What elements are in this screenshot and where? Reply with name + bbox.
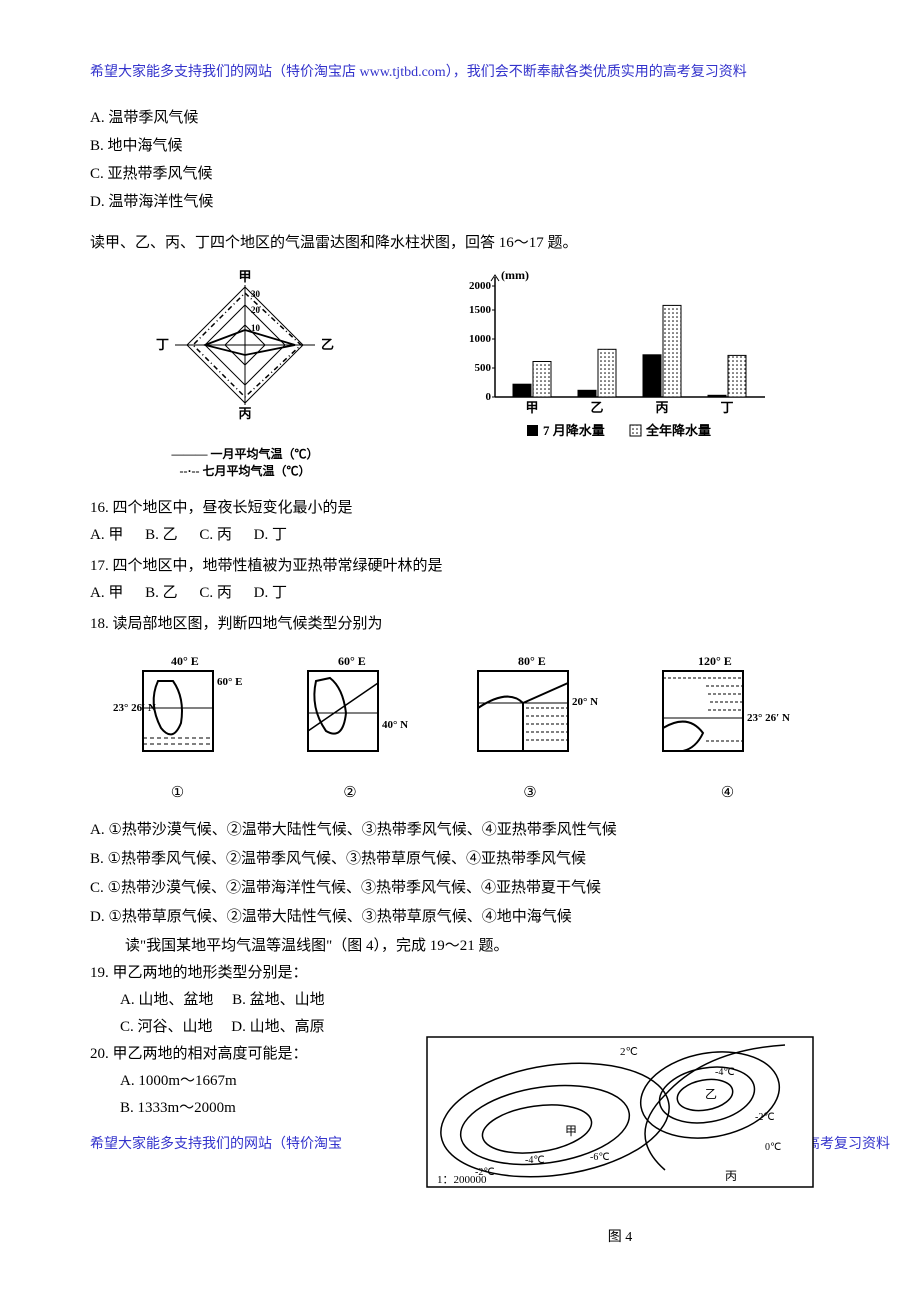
- q17-b: B. 乙: [145, 585, 178, 601]
- map-2: 60° E 40° N ②: [288, 653, 413, 807]
- svg-text:丁: 丁: [720, 400, 733, 415]
- q18-answer-c: C. ①热带沙漠气候、②温带海洋性气候、③热带季风气候、④亚热带夏干气候: [90, 875, 830, 902]
- svg-text:甲: 甲: [238, 269, 251, 284]
- map-3: 80° E 20° N ③: [458, 653, 603, 807]
- map3-num: ③: [458, 780, 603, 807]
- banner-url: www.tjtbd.com: [360, 65, 446, 80]
- svg-text:0: 0: [486, 391, 492, 403]
- q16-b: B. 乙: [145, 527, 178, 543]
- svg-text:-2℃: -2℃: [755, 1112, 775, 1123]
- q19-b: B. 盆地、山地: [232, 992, 325, 1008]
- map-4: 120° E 23° 26′ N ④: [648, 653, 808, 807]
- option-b: B. 地中海气候: [90, 133, 830, 160]
- question-16: 16. 四个地区中，昼夜长短变化最小的是 A. 甲 B. 乙 C. 丙 D. 丁: [90, 495, 830, 549]
- q16-a: A. 甲: [90, 527, 123, 543]
- svg-text:10: 10: [251, 323, 261, 333]
- svg-text:1000: 1000: [469, 333, 492, 345]
- svg-text:80° E: 80° E: [518, 654, 546, 668]
- intro-16-17: 读甲、乙、丙、丁四个地区的气温雷达图和降水柱状图，回答 16～17 题。: [90, 230, 830, 257]
- svg-text:20° N: 20° N: [572, 696, 598, 708]
- q16-d: D. 丁: [254, 527, 287, 543]
- svg-text:23° 26′ N: 23° 26′ N: [747, 712, 790, 724]
- q18-answer-d: D. ①热带草原气候、②温带大陆性气候、③热带草原气候、④地中海气候: [90, 904, 830, 931]
- svg-text:乙: 乙: [321, 337, 334, 352]
- q17-d: D. 丁: [254, 585, 287, 601]
- q17-options: A. 甲 B. 乙 C. 丙 D. 丁: [90, 580, 830, 607]
- banner-prefix: 希望大家能多支持我们的网站（特价淘宝店: [90, 65, 360, 80]
- contour-figure: 2℃ 甲 乙 丙 -4℃ -2℃ 0℃ -6℃ -4℃ -2℃ 1：200000…: [425, 1035, 815, 1250]
- svg-text:-6℃: -6℃: [590, 1152, 610, 1163]
- svg-text:1500: 1500: [469, 304, 492, 316]
- svg-text:丁: 丁: [156, 337, 169, 352]
- svg-text:0℃: 0℃: [765, 1142, 781, 1153]
- svg-text:-4℃: -4℃: [525, 1155, 545, 1166]
- question-18: 18. 读局部地区图，判断四地气候类型分别为: [90, 611, 830, 638]
- maps-row: 40° E 60° E 23° 26′ N ① 60° E 40° N ② 80…: [90, 653, 830, 807]
- svg-text:120° E: 120° E: [698, 654, 732, 668]
- radar-chart: 甲 乙 丙 丁 10 20 30 ——— 一月平均气温（℃） --·-- 七月平…: [145, 267, 345, 480]
- svg-text:乙: 乙: [590, 400, 603, 415]
- q18-answer-b: B. ①热带季风气候、②温带季风气候、③热带草原气候、④亚热带季风气候: [90, 846, 830, 873]
- q18-text: 18. 读局部地区图，判断四地气候类型分别为: [90, 611, 830, 638]
- svg-text:23° 26′ N: 23° 26′ N: [113, 702, 156, 714]
- bottom-left: 希望大家能多支持我们的网站（特价淘宝: [90, 1137, 342, 1152]
- q16-c: C. 丙: [199, 527, 232, 543]
- svg-text:2000: 2000: [469, 280, 492, 292]
- top-banner: 希望大家能多支持我们的网站（特价淘宝店 www.tjtbd.com），我们会不断…: [90, 60, 830, 85]
- svg-text:40° N: 40° N: [382, 719, 408, 731]
- q19-a: A. 山地、盆地: [120, 992, 213, 1008]
- option-d: D. 温带海洋性气候: [90, 189, 830, 216]
- svg-text:丙: 丙: [655, 400, 668, 415]
- q16-text: 16. 四个地区中，昼夜长短变化最小的是: [90, 495, 830, 522]
- q19-row1: A. 山地、盆地 B. 盆地、山地: [120, 987, 830, 1014]
- q19-text: 19. 甲乙两地的地形类型分别是：: [90, 960, 830, 987]
- q19-c: C. 河谷、山地: [120, 1019, 213, 1035]
- map4-num: ④: [648, 780, 808, 807]
- svg-text:甲: 甲: [565, 1124, 577, 1138]
- question-17: 17. 四个地区中，地带性植被为亚热带常绿硬叶林的是 A. 甲 B. 乙 C. …: [90, 553, 830, 607]
- svg-text:40° E: 40° E: [171, 654, 199, 668]
- svg-text:7 月降水量: 7 月降水量: [543, 423, 605, 438]
- svg-text:甲: 甲: [525, 400, 538, 415]
- option-c: C. 亚热带季风气候: [90, 161, 830, 188]
- q18-answer-a: A. ①热带沙漠气候、②温带大陆性气候、③热带季风气候、④亚热带季风性气候: [90, 817, 830, 844]
- svg-text:30: 30: [251, 289, 261, 299]
- q17-c: C. 丙: [199, 585, 232, 601]
- svg-text:-4℃: -4℃: [715, 1067, 735, 1078]
- svg-text:丙: 丙: [725, 1169, 737, 1183]
- bar-chart: (mm) 0 500 1000 1500 2000 甲 乙 丙: [455, 267, 775, 449]
- svg-text:60° E: 60° E: [217, 676, 243, 688]
- climate-options: A. 温带季风气候 B. 地中海气候 C. 亚热带季风气候 D. 温带海洋性气候: [90, 105, 830, 216]
- svg-text:60° E: 60° E: [338, 654, 366, 668]
- svg-text:全年降水量: 全年降水量: [645, 423, 711, 438]
- svg-text:2℃: 2℃: [620, 1046, 638, 1058]
- option-a: A. 温带季风气候: [90, 105, 830, 132]
- svg-text:乙: 乙: [705, 1087, 717, 1101]
- q17-text: 17. 四个地区中，地带性植被为亚热带常绿硬叶林的是: [90, 553, 830, 580]
- radar-legend-2: --·-- 七月平均气温（℃）: [145, 464, 345, 480]
- q18-read-text: 读"我国某地平均气温等温线图"（图 4），完成 19～21 题。: [125, 933, 830, 960]
- svg-text:20: 20: [251, 305, 261, 315]
- svg-text:丙: 丙: [238, 406, 251, 421]
- radar-legend-1: ——— 一月平均气温（℃）: [145, 447, 345, 463]
- q16-options: A. 甲 B. 乙 C. 丙 D. 丁: [90, 522, 830, 549]
- svg-text:1：200000: 1：200000: [437, 1174, 487, 1186]
- question-19: 19. 甲乙两地的地形类型分别是： A. 山地、盆地 B. 盆地、山地 C. 河…: [90, 960, 830, 1041]
- svg-text:500: 500: [475, 362, 492, 374]
- bar-svg: (mm) 0 500 1000 1500 2000 甲 乙 丙: [455, 267, 775, 442]
- map2-num: ②: [288, 780, 413, 807]
- banner-suffix: ），我们会不断奉献各类优质实用的高考复习资料: [446, 65, 747, 80]
- svg-text:(mm): (mm): [501, 268, 529, 282]
- radar-svg: 甲 乙 丙 丁 10 20 30: [145, 267, 345, 437]
- q17-a: A. 甲: [90, 585, 123, 601]
- fig4-label: 图 4: [425, 1225, 815, 1250]
- charts-row: 甲 乙 丙 丁 10 20 30 ——— 一月平均气温（℃） --·-- 七月平…: [90, 267, 830, 480]
- map1-num: ①: [113, 780, 243, 807]
- q19-d: D. 山地、高原: [231, 1019, 324, 1035]
- map-1: 40° E 60° E 23° 26′ N ①: [113, 653, 243, 807]
